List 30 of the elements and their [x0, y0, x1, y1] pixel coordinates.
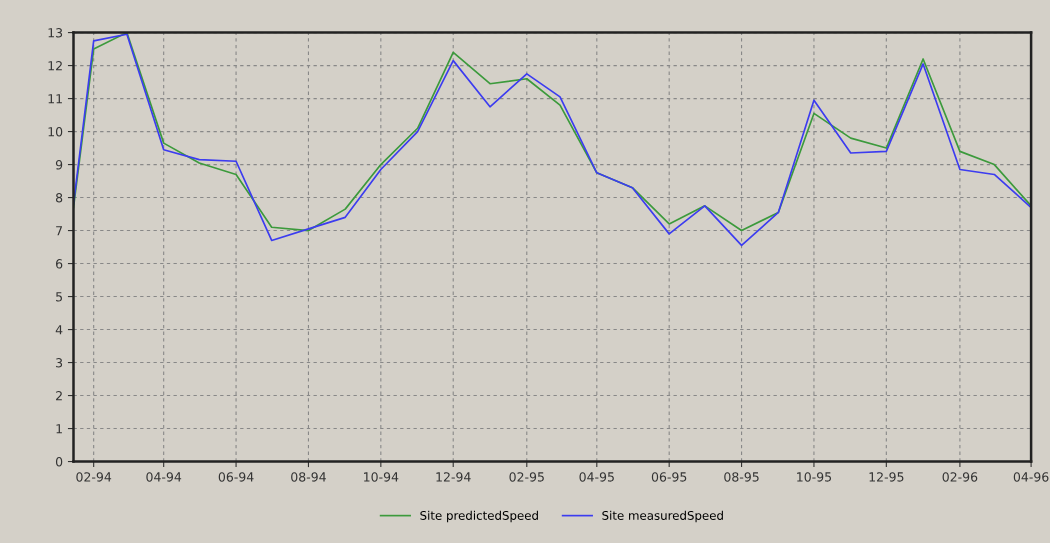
y-tick-label: 1: [56, 424, 62, 434]
y-tick-label: 10: [48, 127, 63, 137]
x-tick-label: 12-95: [869, 472, 904, 482]
x-tick-label: 02-94: [76, 472, 112, 482]
y-tick-label: 9: [55, 160, 63, 170]
legend-label: Site predictedSpeed: [420, 510, 538, 523]
x-tick-label: 06-94: [218, 472, 254, 482]
y-tick-label: 0: [55, 457, 63, 467]
y-tick-label: 7: [56, 226, 63, 236]
x-tick-label: 08-94: [291, 472, 326, 482]
x-tick-label: 04-95: [579, 472, 614, 482]
x-tick-label: 02-96: [942, 472, 978, 482]
x-tick-label: 04-94: [146, 472, 182, 482]
y-tick-label: 4: [55, 325, 63, 335]
y-tick-label: 2: [56, 391, 62, 401]
x-tick-label: 10-94: [364, 472, 399, 482]
x-tick-label: 06-95: [651, 472, 687, 482]
y-tick-label: 5: [56, 292, 62, 302]
y-tick-label: 6: [56, 259, 63, 269]
legend-label: Site measuredSpeed: [602, 510, 723, 523]
y-tick-label: 3: [56, 358, 63, 368]
x-tick-label: 04-96: [1013, 472, 1049, 482]
y-tick-label: 12: [48, 61, 62, 71]
y-tick-label: 13: [48, 28, 63, 38]
x-tick-label: 02-95: [509, 472, 544, 482]
x-tick-label: 08-95: [724, 472, 759, 482]
x-tick-label: 10-95: [797, 472, 832, 482]
y-tick-label: 8: [55, 193, 63, 203]
y-tick-label: 11: [48, 94, 62, 104]
x-tick-label: 12-94: [436, 472, 471, 482]
